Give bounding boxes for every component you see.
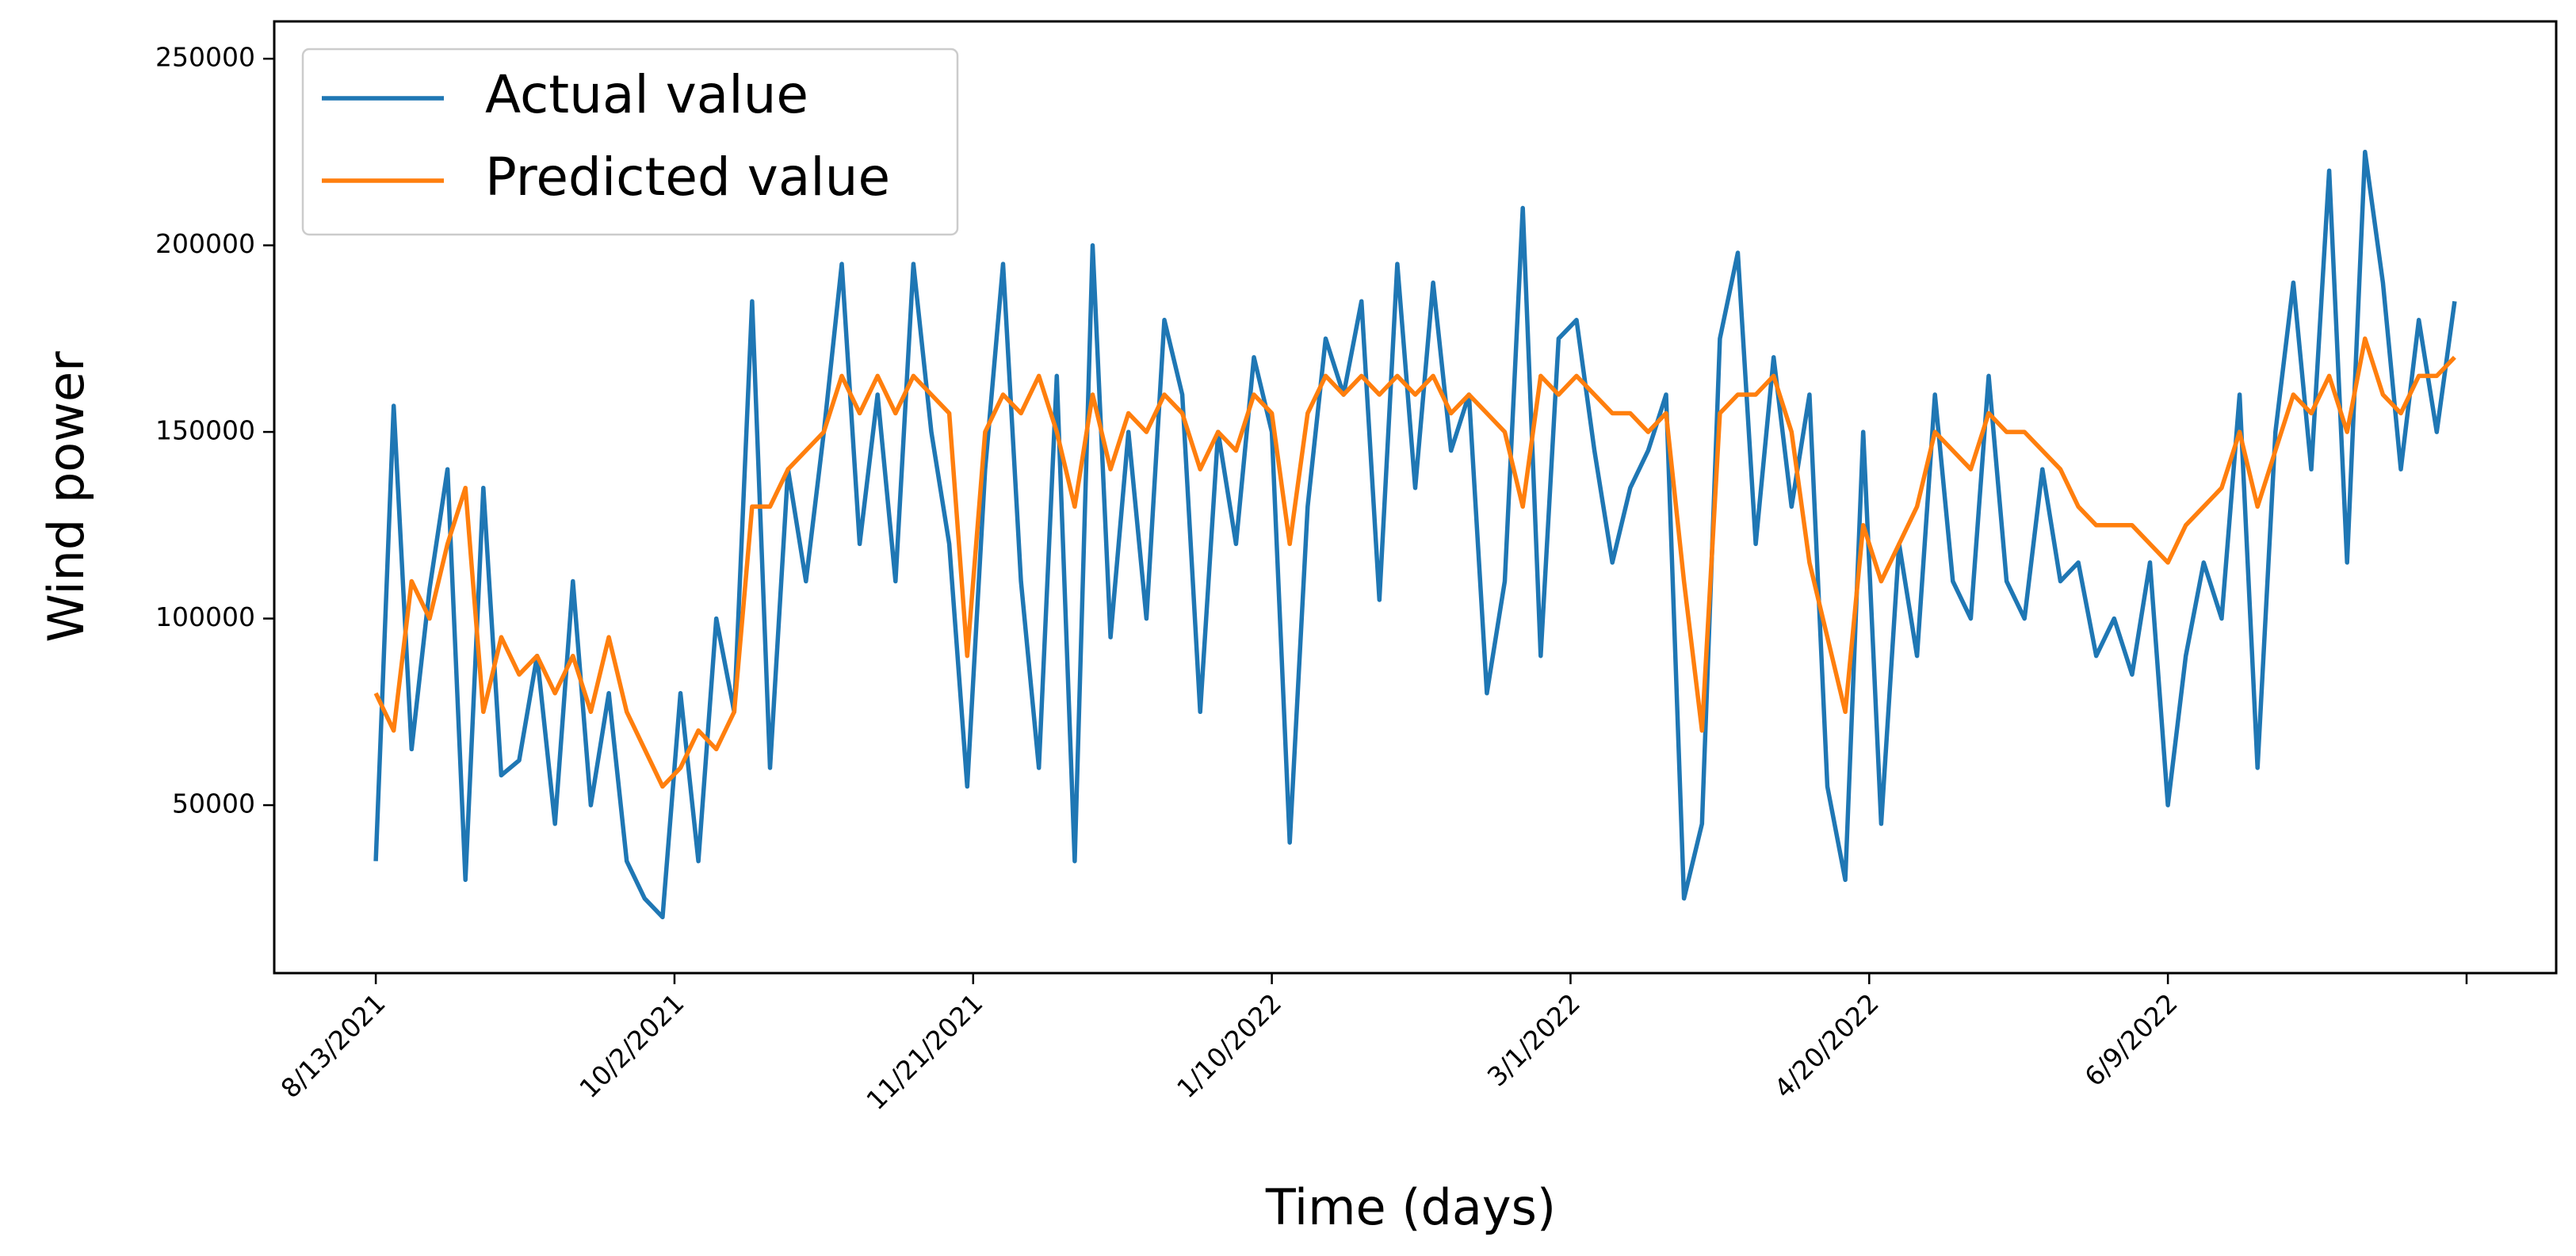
y-tick-label: 50000 <box>172 788 255 819</box>
x-tick-label: 10/2/2021 <box>573 987 690 1104</box>
x-tick-label: 3/1/2022 <box>1481 987 1586 1092</box>
y-tick-label: 250000 <box>155 42 255 73</box>
legend-label: Predicted value <box>485 147 890 208</box>
plot-frame <box>273 20 2558 975</box>
series-line <box>373 150 2457 920</box>
y-tick-label: 200000 <box>155 228 255 259</box>
x-tick-label: 6/9/2022 <box>2078 987 2183 1092</box>
x-tick-label: 1/10/2022 <box>1171 987 1287 1104</box>
series-line <box>373 336 2456 789</box>
legend: Actual value Predicted value <box>301 48 959 236</box>
y-tick-label: 150000 <box>155 415 255 446</box>
x-axis-label: Time (days) <box>1265 1178 1556 1236</box>
x-tick-label: 4/20/2022 <box>1768 987 1885 1104</box>
y-tick-label: 100000 <box>155 601 255 632</box>
legend-box <box>301 48 959 236</box>
x-tick-label: 8/13/2021 <box>275 987 392 1104</box>
legend-label: Actual value <box>485 64 808 125</box>
x-tick-label: 11/21/2021 <box>860 987 988 1116</box>
y-axis-label: Wind power <box>37 351 95 643</box>
